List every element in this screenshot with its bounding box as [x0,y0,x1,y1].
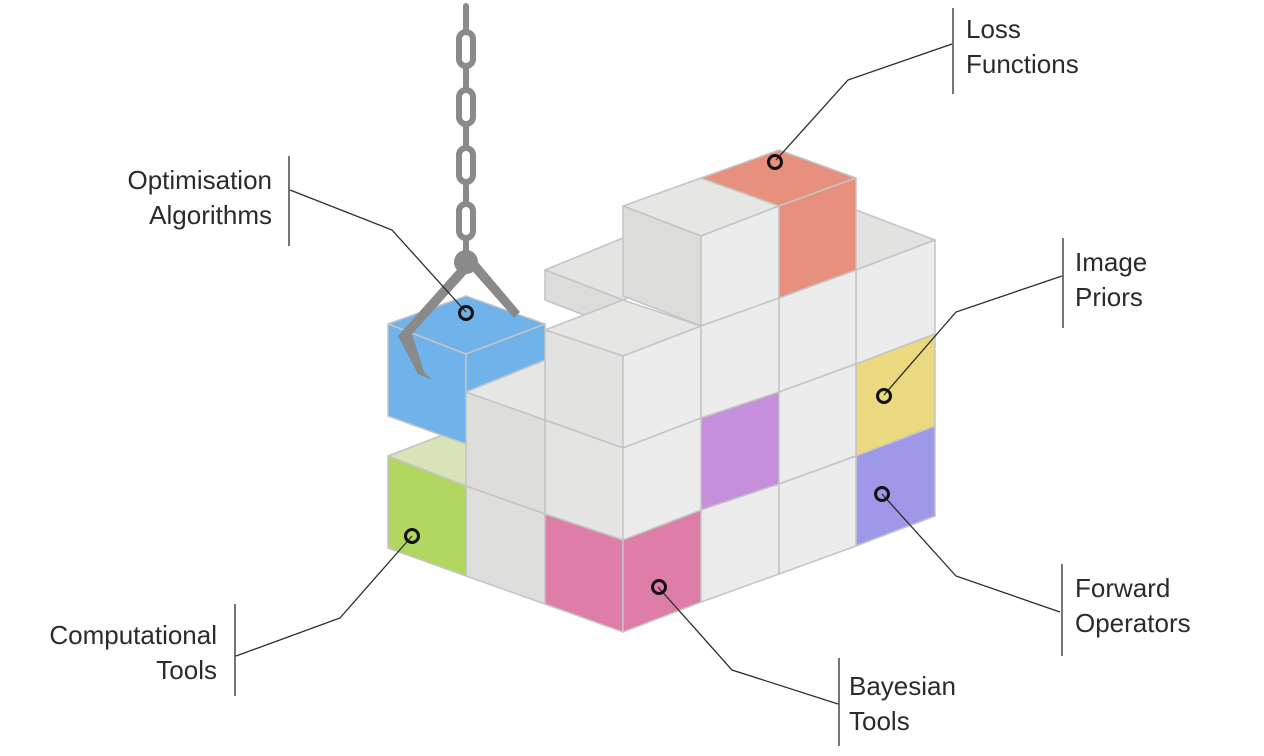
bayesian-tools-label: Bayesian Tools [849,669,956,739]
forward-operators-label: Forward Operators [1075,571,1191,641]
label-line: Loss [966,14,1021,44]
image-priors-marker [876,388,892,404]
leader-lines [234,8,1064,746]
label-line: Functions [966,49,1079,79]
label-line: Bayesian [849,671,956,701]
computational-tools-cube [387,455,467,577]
loss-functions-marker [767,154,783,170]
label-line: Algorithms [149,200,272,230]
image-priors-label: Image Priors [1075,245,1147,315]
label-line: Priors [1075,282,1143,312]
optimisation-marker [458,305,474,321]
optimisation-leader [289,189,467,313]
forward-operators-marker [874,486,890,502]
loss-functions-leader [775,43,953,161]
crane-chain [456,3,476,261]
optimisation-algorithms-label: Optimisation Algorithms [128,163,273,233]
image-priors-leader [883,275,1063,396]
bayesian-tools-marker [651,579,667,595]
computational-tools-marker [404,528,420,544]
bayesian-tools-leader [657,586,839,705]
label-line: Optimisation [127,165,273,195]
label-line: Image [1075,247,1148,277]
label-line: Tools [849,706,910,736]
computational-tools-label: Computational Tools [49,618,217,688]
cube-stack [387,149,936,633]
computational-tools-leader [235,535,413,657]
loss-functions-label: Loss Functions [966,12,1079,82]
forward-operators-leader [881,493,1061,613]
cube-right-face [778,455,857,575]
label-line: Tools [156,655,217,685]
crane-claw [398,250,520,380]
label-line: Operators [1075,608,1191,638]
markers [404,154,892,595]
label-line: Computational [49,620,217,650]
optimisation-cube-right [465,323,546,393]
label-line: Forward [1075,573,1171,603]
